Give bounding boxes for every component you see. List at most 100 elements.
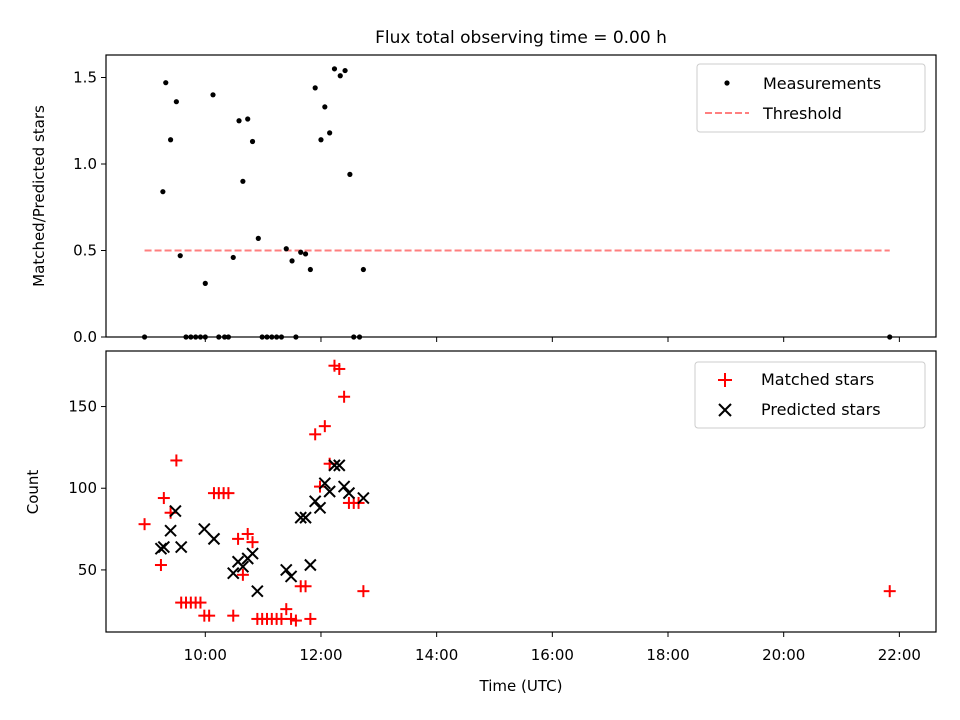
matched-star-point	[304, 612, 317, 625]
y-tick-label: 50	[78, 561, 97, 579]
measurement-point	[342, 67, 348, 74]
predicted-star-point	[333, 459, 346, 472]
legend-label-threshold: Threshold	[762, 104, 842, 123]
matched-star-point	[357, 585, 370, 598]
x-tick-label: 18:00	[646, 646, 689, 664]
measurement-point	[318, 137, 324, 143]
predicted-star-point	[357, 491, 370, 505]
matched-star-point	[309, 428, 322, 441]
y-tick-label: 150	[68, 398, 97, 416]
predicted-star-point	[337, 480, 351, 493]
measurement-point	[331, 66, 338, 72]
measurement-point	[202, 280, 208, 286]
legend-label-measurements: Measurements	[763, 74, 881, 93]
measurement-point	[236, 118, 242, 124]
matched-star-point	[154, 559, 167, 572]
measurement-point	[173, 99, 179, 105]
y-tick-label: 1.0	[73, 155, 97, 173]
predicted-star-point	[169, 504, 182, 518]
predicted-star-point	[284, 570, 298, 583]
measurement-point	[289, 258, 295, 264]
matched-star-point	[333, 362, 346, 375]
star-count-panel: 50 100 150 10:00 12:00 14:00 16:00 18:00 20:00 2…	[24, 350, 937, 695]
measurement-point	[167, 137, 174, 143]
measurement-point	[230, 254, 236, 261]
y-tick-label: 0.0	[73, 328, 97, 346]
predicted-star-point	[164, 524, 177, 537]
chart-title: Flux total observing time = 0.00 h	[375, 28, 667, 48]
x-axis-label: Time (UTC)	[479, 677, 563, 695]
matched-star-point	[318, 420, 331, 433]
x-tick-label: 16:00	[531, 646, 574, 664]
x-tick-label: 22:00	[878, 646, 921, 664]
matched-star-point	[227, 609, 240, 622]
measurement-point	[163, 80, 169, 86]
measurement-point	[307, 266, 313, 273]
plot-frame	[105, 350, 937, 633]
y-tick-label: 1.5	[73, 68, 97, 86]
measurement-point	[302, 251, 309, 257]
matched-star-point	[203, 609, 216, 622]
predicted-star-point	[157, 540, 171, 554]
matched-star-point	[280, 603, 293, 616]
plot-frame	[105, 54, 937, 338]
predicted-star-point	[342, 486, 356, 500]
predicted-star-point	[227, 566, 240, 580]
predicted-star-point	[207, 532, 221, 546]
legend-marker-predicted	[718, 403, 732, 417]
measurement-point	[298, 249, 304, 255]
x-tick-label: 12:00	[299, 646, 342, 664]
y-tick-label: 0.5	[73, 241, 97, 259]
measurement-point	[337, 73, 343, 79]
legend-marker-matched	[718, 373, 732, 387]
matched-star-point	[289, 614, 302, 627]
legend-label-matched: Matched stars	[761, 370, 874, 389]
legend-label-predicted: Predicted stars	[761, 400, 881, 419]
legend-marker-measurements	[724, 80, 730, 86]
x-tick-label: 10:00	[184, 646, 227, 664]
y-axis-label: Count	[24, 470, 42, 515]
flux-ratio-panel: Flux total observing time = 0.00 h 0.0 0.…	[30, 28, 937, 346]
matched-star-point	[299, 580, 312, 593]
x-tick-label: 20:00	[762, 646, 805, 664]
predicted-star-point	[313, 501, 327, 515]
matched-star-point	[157, 492, 170, 505]
matched-star-point	[338, 390, 351, 403]
measurement-point	[347, 171, 353, 177]
matched-star-point	[236, 568, 249, 581]
x-tick-label: 14:00	[415, 646, 458, 664]
predicted-star-point	[236, 560, 250, 573]
measurement-point	[249, 138, 256, 145]
predicted-star-point	[294, 511, 307, 524]
predicted-star-point	[198, 522, 211, 536]
predicted-star-point	[299, 511, 312, 524]
measurement-point	[322, 104, 328, 110]
measurement-point	[245, 116, 251, 122]
matched-star-point	[194, 596, 207, 609]
matched-star-point	[883, 585, 896, 598]
y-tick-label: 100	[68, 479, 97, 497]
matched-star-point	[232, 532, 245, 545]
measurement-point	[283, 246, 289, 252]
legend: Measurements Threshold	[696, 63, 926, 133]
measurement-point	[327, 130, 333, 136]
predicted-star-point	[318, 477, 332, 490]
measurement-point	[177, 253, 183, 259]
predicted-star-point	[304, 558, 317, 572]
predicted-star-point	[174, 540, 188, 554]
predicted-star-point	[323, 485, 336, 498]
measurement-point	[255, 235, 261, 241]
predicted-star-point	[328, 459, 341, 472]
y-axis-label: Matched/Predicted stars	[30, 105, 48, 287]
measurement-point	[160, 189, 166, 195]
matched-star-point	[170, 454, 183, 467]
predicted-star-point	[251, 584, 264, 598]
predicted-star-point	[308, 495, 322, 508]
matched-star-point	[246, 536, 259, 549]
matched-star-point	[241, 527, 254, 540]
measurement-point	[210, 92, 216, 98]
predicted-star-point	[246, 547, 259, 560]
matched-star-point	[222, 487, 235, 500]
matched-star-point	[138, 518, 151, 531]
